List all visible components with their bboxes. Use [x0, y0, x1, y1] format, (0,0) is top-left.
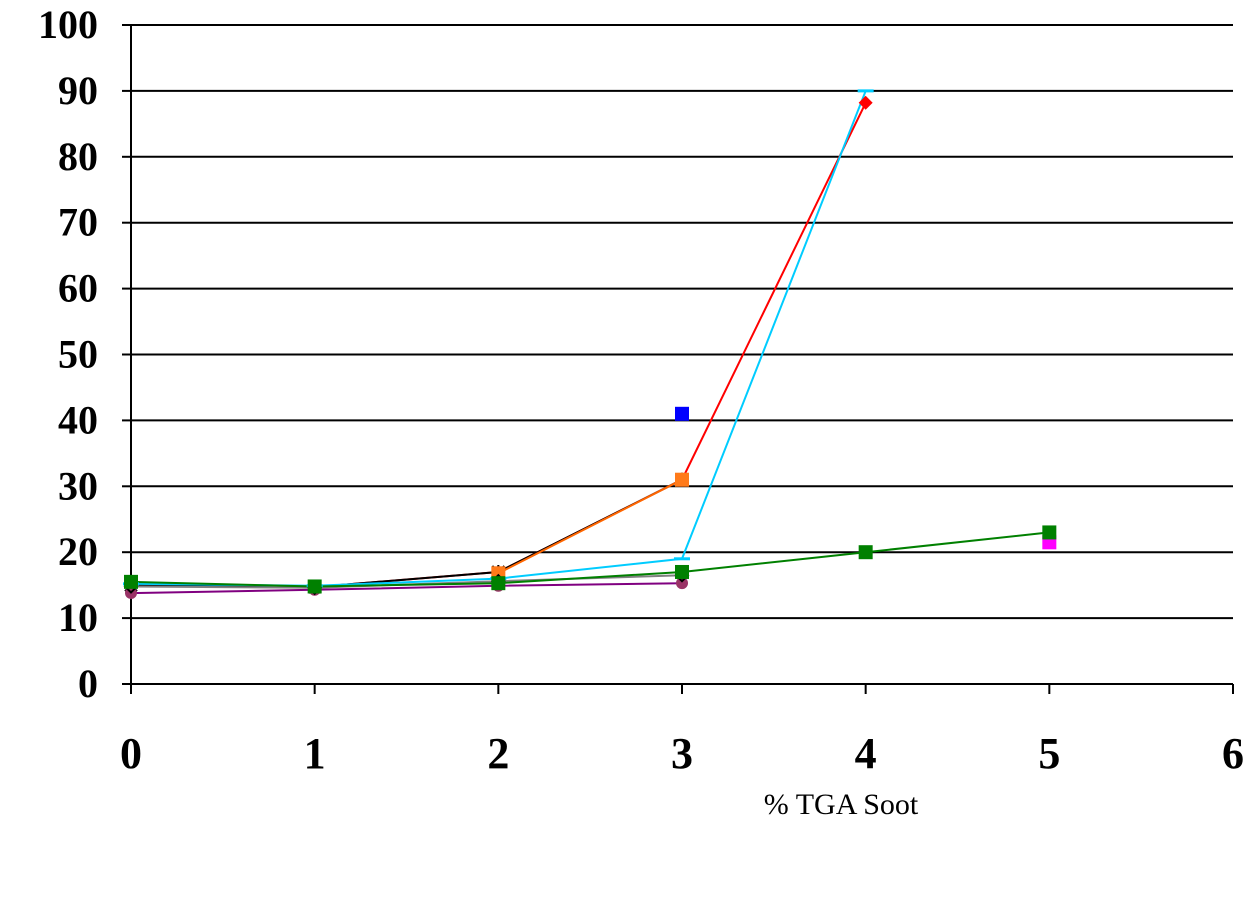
y-tick-label: 10: [58, 595, 98, 640]
axes: [122, 24, 1234, 694]
x-tick-label: 4: [855, 729, 877, 778]
series-2-point-1: [675, 472, 689, 487]
x-tick-label: 0: [120, 729, 142, 778]
series-8-point-1: [307, 579, 322, 594]
series-lines: [130, 90, 1050, 595]
series-line-8: [130, 531, 1050, 588]
x-tick-labels: 0 1 2 3 4 5 6: [120, 729, 1244, 778]
series-line-1: [130, 478, 683, 589]
series-line-5: [130, 582, 683, 595]
x-tick-label: 5: [1038, 729, 1060, 778]
series-8-point-0: [124, 574, 138, 589]
grid-lines: [131, 24, 1233, 620]
series-3-point-0: [675, 406, 689, 421]
series-8-point-2: [491, 576, 506, 591]
series-line-0: [130, 102, 867, 589]
y-tick-labels: 0 10 20 30 40 50 60 70 80 90 100: [38, 2, 98, 706]
series-line-2: [497, 478, 683, 575]
series-8-point-4: [858, 545, 873, 560]
y-tick-label: 20: [58, 529, 98, 574]
series-5-point-3: [676, 577, 688, 590]
series-markers: [123, 89, 1057, 600]
x-tick-label: 2: [487, 729, 509, 778]
y-tick-label: 40: [58, 397, 98, 442]
y-tick-label: 90: [58, 68, 98, 113]
series-8-point-5: [1042, 525, 1057, 540]
x-tick-label: 1: [304, 729, 326, 778]
x-tick-label: 6: [1222, 729, 1244, 778]
x-tick-label: 3: [671, 729, 693, 778]
y-tick-label: 60: [58, 266, 98, 311]
y-tick-label: 80: [58, 134, 98, 179]
series-line-4: [130, 90, 867, 587]
series-0-point-4: [858, 95, 873, 110]
y-tick-label: 0: [78, 661, 98, 706]
y-tick-label: 30: [58, 463, 98, 508]
y-tick-label: 70: [58, 200, 98, 245]
x-axis-title: % TGA Soot: [764, 788, 919, 821]
y-tick-label: 100: [38, 2, 98, 47]
y-tick-label: 50: [58, 332, 98, 377]
series-8-point-3: [675, 564, 689, 579]
